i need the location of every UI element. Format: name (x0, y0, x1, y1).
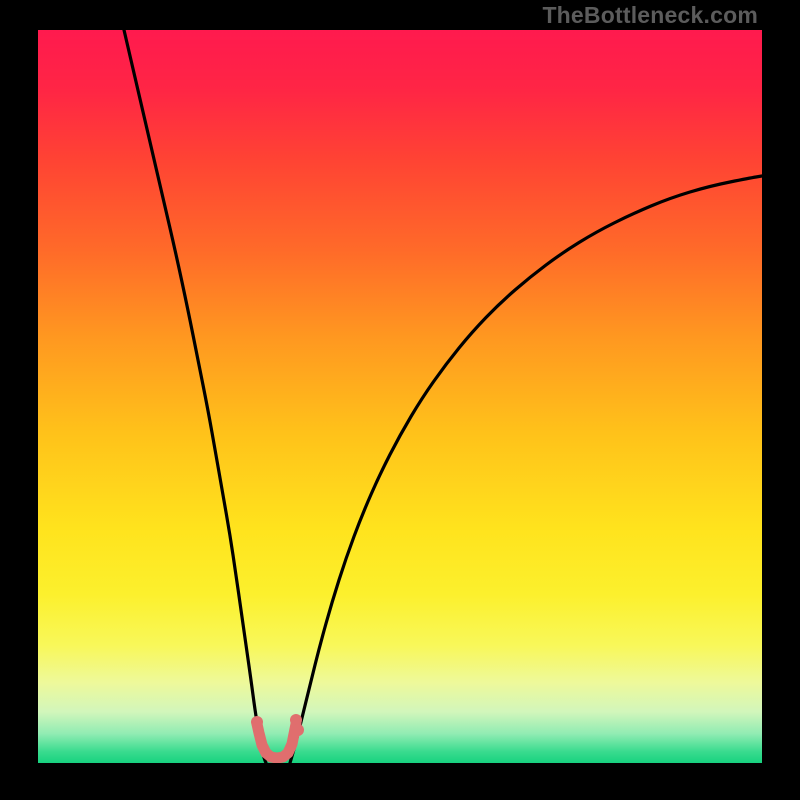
gradient-background (38, 30, 762, 763)
valley-marker-dot (290, 714, 302, 726)
valley-marker-dot (251, 716, 263, 728)
watermark-text: TheBottleneck.com (542, 2, 758, 29)
plot-svg (38, 30, 762, 763)
plot-area (38, 30, 762, 763)
valley-marker-dot (292, 724, 304, 736)
chart-frame: TheBottleneck.com (0, 0, 800, 800)
